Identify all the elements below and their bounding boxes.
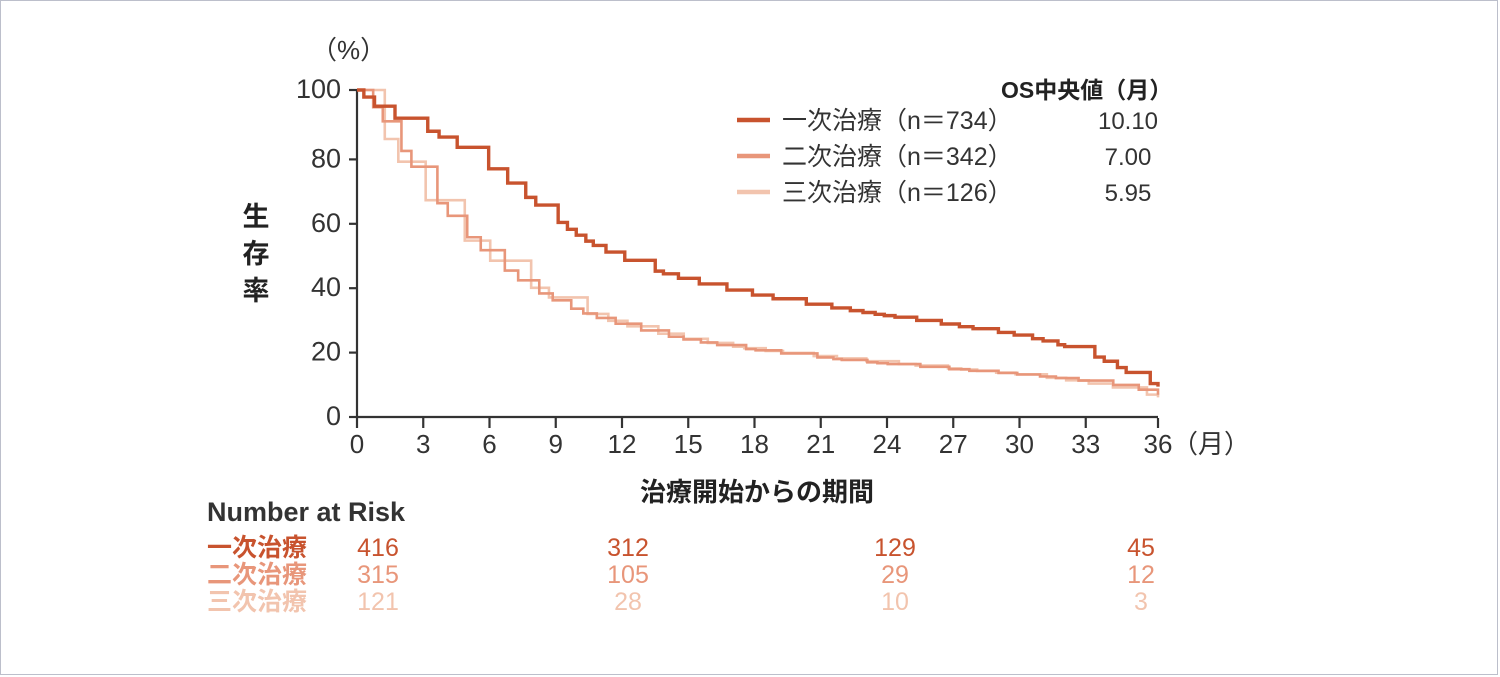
svg-text:12: 12 — [608, 429, 637, 459]
svg-text:7.00: 7.00 — [1105, 144, 1152, 171]
svg-text:28: 28 — [614, 588, 642, 616]
svg-text:一次治療（n＝734）: 一次治療（n＝734） — [782, 107, 1013, 135]
svg-text:治療開始からの期間: 治療開始からの期間 — [640, 477, 874, 507]
svg-text:（%）: （%） — [311, 35, 386, 65]
svg-text:60: 60 — [311, 208, 341, 238]
svg-text:29: 29 — [881, 561, 909, 589]
svg-text:416: 416 — [357, 534, 399, 562]
svg-text:6: 6 — [482, 429, 496, 459]
svg-text:21: 21 — [806, 429, 835, 459]
svg-text:27: 27 — [939, 429, 968, 459]
svg-text:100: 100 — [296, 74, 341, 104]
svg-text:36: 36 — [1144, 429, 1173, 459]
svg-text:45: 45 — [1127, 534, 1155, 562]
svg-text:OS中央値（月）: OS中央値（月） — [1001, 77, 1172, 103]
svg-text:10.10: 10.10 — [1098, 108, 1158, 135]
svg-text:30: 30 — [1005, 429, 1034, 459]
svg-text:33: 33 — [1071, 429, 1100, 459]
svg-text:24: 24 — [873, 429, 902, 459]
svg-text:三次治療（n＝126）: 三次治療（n＝126） — [782, 179, 1013, 207]
svg-text:率: 率 — [243, 276, 270, 306]
svg-text:一次治療: 一次治療 — [207, 534, 307, 562]
svg-text:12: 12 — [1127, 561, 1155, 589]
svg-text:20: 20 — [311, 337, 341, 367]
svg-text:18: 18 — [740, 429, 769, 459]
svg-text:二次治療（n＝342）: 二次治療（n＝342） — [782, 143, 1013, 171]
svg-text:80: 80 — [311, 143, 341, 173]
svg-text:3: 3 — [416, 429, 430, 459]
svg-text:3: 3 — [1134, 588, 1148, 616]
svg-text:存: 存 — [243, 239, 270, 269]
svg-text:9: 9 — [549, 429, 563, 459]
svg-text:0: 0 — [326, 401, 341, 431]
svg-text:二次治療: 二次治療 — [207, 561, 307, 589]
svg-text:312: 312 — [607, 534, 649, 562]
svg-text:Number at Risk: Number at Risk — [207, 497, 406, 527]
svg-text:10: 10 — [881, 588, 909, 616]
svg-text:105: 105 — [607, 561, 649, 589]
svg-text:40: 40 — [311, 272, 341, 302]
svg-text:15: 15 — [674, 429, 703, 459]
svg-text:生: 生 — [243, 202, 270, 232]
svg-text:（月）: （月） — [1172, 429, 1250, 459]
svg-text:5.95: 5.95 — [1105, 180, 1152, 207]
svg-text:0: 0 — [350, 429, 364, 459]
svg-text:315: 315 — [357, 561, 399, 589]
svg-text:三次治療: 三次治療 — [207, 588, 307, 616]
svg-text:121: 121 — [357, 588, 399, 616]
svg-text:129: 129 — [874, 534, 916, 562]
